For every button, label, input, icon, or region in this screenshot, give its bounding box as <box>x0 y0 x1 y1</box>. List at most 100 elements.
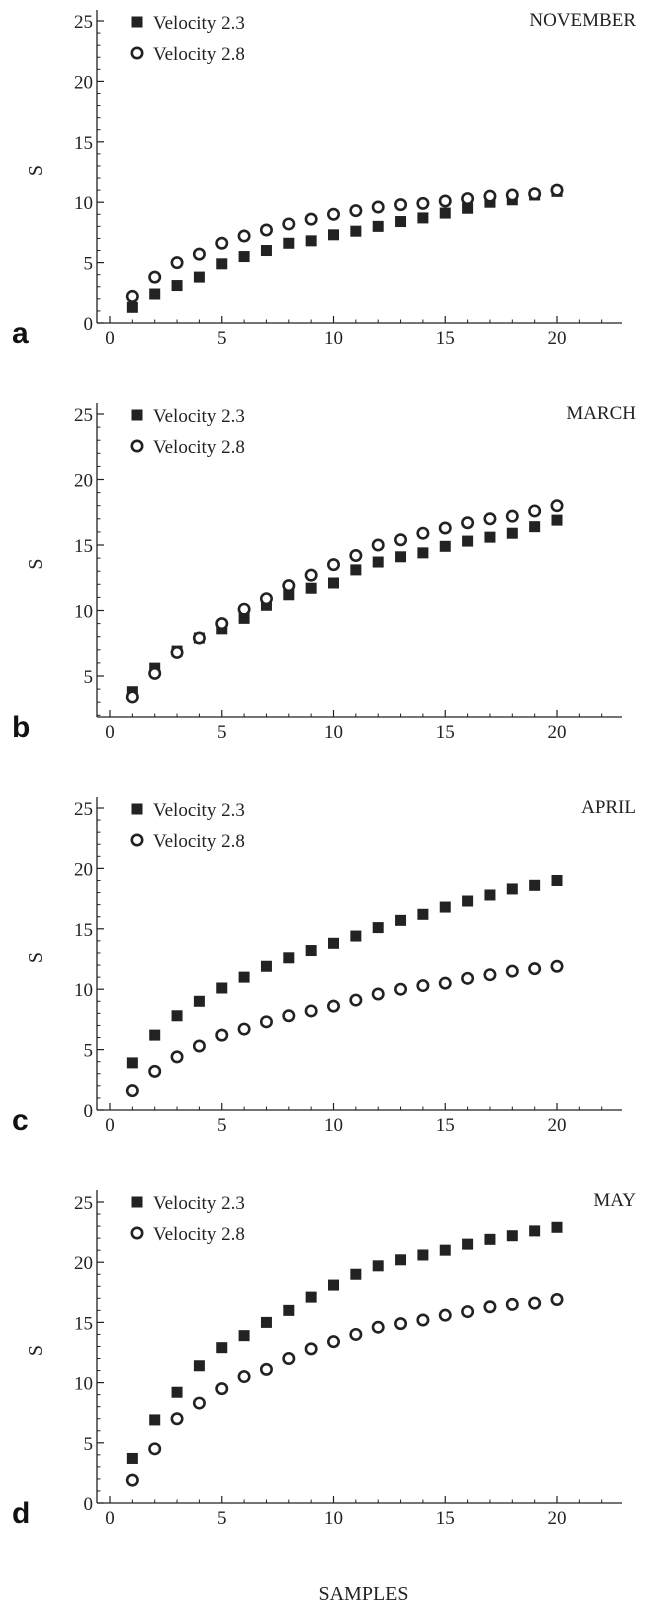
data-point-velocity-2-3 <box>462 535 474 547</box>
data-point-velocity-2-8 <box>438 976 452 990</box>
data-point-velocity-2-8 <box>528 187 542 201</box>
data-point-velocity-2-3 <box>171 1010 183 1022</box>
data-point-velocity-2-8 <box>550 959 564 973</box>
data-point-velocity-2-3 <box>350 1268 362 1280</box>
y-axis-label: S <box>25 558 47 569</box>
data-point-velocity-2-8 <box>505 188 519 202</box>
data-point-velocity-2-8 <box>125 1473 139 1487</box>
y-tick-label: 0 <box>84 1494 94 1515</box>
data-point-velocity-2-3 <box>305 1291 317 1303</box>
data-point-velocity-2-3 <box>126 301 138 313</box>
y-axis-label: S <box>25 952 47 963</box>
data-point-velocity-2-8 <box>148 1064 162 1078</box>
data-point-velocity-2-8 <box>192 247 206 261</box>
data-point-velocity-2-3 <box>395 914 407 926</box>
data-point-velocity-2-3 <box>328 577 339 589</box>
data-point-velocity-2-3 <box>439 207 451 219</box>
data-point-velocity-2-3 <box>529 521 541 533</box>
data-point-velocity-2-8 <box>349 1327 363 1341</box>
legend-marker-open-circle <box>130 46 144 60</box>
data-point-velocity-2-3 <box>149 1414 161 1426</box>
data-point-velocity-2-3 <box>193 995 205 1007</box>
y-tick-label: 0 <box>84 1101 94 1122</box>
x-tick-label: 10 <box>324 722 343 743</box>
x-axis-label: SAMPLES <box>318 1583 408 1605</box>
data-point-velocity-2-8 <box>148 270 162 284</box>
data-point-velocity-2-8 <box>528 504 542 518</box>
data-point-velocity-2-3 <box>462 895 474 907</box>
y-axis-label: S <box>25 1345 47 1356</box>
data-point-velocity-2-3 <box>372 922 384 934</box>
x-tick-label: 15 <box>436 328 455 349</box>
data-point-velocity-2-3 <box>216 258 228 270</box>
data-point-velocity-2-8 <box>215 1382 229 1396</box>
data-point-velocity-2-3 <box>506 883 518 895</box>
x-tick-label: 5 <box>217 328 227 349</box>
data-point-velocity-2-3 <box>439 540 451 552</box>
data-point-velocity-2-8 <box>550 499 564 513</box>
x-tick-label: 10 <box>324 1115 343 1136</box>
y-tick-label: 25 <box>74 1193 93 1214</box>
data-point-velocity-2-3 <box>551 874 563 886</box>
legend-marker-open-circle <box>130 439 144 453</box>
data-point-velocity-2-8 <box>528 962 542 976</box>
data-point-velocity-2-8 <box>304 568 318 582</box>
legend-marker-open-circle <box>130 1226 144 1240</box>
data-point-velocity-2-8 <box>170 1050 184 1064</box>
data-point-velocity-2-3 <box>395 216 407 228</box>
data-point-velocity-2-3 <box>328 1279 339 1291</box>
data-point-velocity-2-3 <box>417 1249 429 1261</box>
data-point-velocity-2-8 <box>237 1022 251 1036</box>
x-tick-label: 0 <box>105 722 115 743</box>
data-point-velocity-2-3 <box>529 1225 541 1237</box>
y-tick-label: 10 <box>74 980 93 1001</box>
data-point-velocity-2-8 <box>259 1015 273 1029</box>
data-point-velocity-2-8 <box>461 516 475 530</box>
y-tick-label: 25 <box>74 799 93 820</box>
data-point-velocity-2-8 <box>550 1293 564 1307</box>
legend-marker-filled-square <box>131 803 143 815</box>
data-point-velocity-2-8 <box>371 1320 385 1334</box>
data-point-velocity-2-3 <box>328 937 339 949</box>
x-tick-label: 0 <box>105 328 115 349</box>
data-point-velocity-2-8 <box>394 533 408 547</box>
data-point-velocity-2-8 <box>349 993 363 1007</box>
legend-label: Velocity 2.8 <box>153 44 245 65</box>
data-point-velocity-2-8 <box>259 1362 273 1376</box>
data-point-velocity-2-3 <box>260 245 272 257</box>
data-point-velocity-2-3 <box>216 982 228 994</box>
legend-label: Velocity 2.3 <box>153 800 245 821</box>
data-point-velocity-2-8 <box>304 1004 318 1018</box>
data-point-velocity-2-3 <box>328 229 339 241</box>
panel-a: 0 5 10 15 20 0 5 10 15 20 25 S NOVEMBER a Velocity 2.3… <box>12 10 636 350</box>
legend-marker-filled-square <box>131 16 143 28</box>
data-point-velocity-2-3 <box>551 514 563 526</box>
data-point-velocity-2-3 <box>350 564 362 576</box>
y-tick-label: 10 <box>74 193 93 214</box>
legend-label: Velocity 2.8 <box>153 1224 245 1245</box>
legend-marker-filled-square <box>131 1196 143 1208</box>
data-point-velocity-2-8 <box>237 229 251 243</box>
data-point-velocity-2-8 <box>282 1009 296 1023</box>
data-point-velocity-2-3 <box>439 1244 451 1256</box>
data-point-velocity-2-3 <box>238 612 250 624</box>
data-point-velocity-2-8 <box>282 217 296 231</box>
data-point-velocity-2-8 <box>304 212 318 226</box>
data-point-velocity-2-8 <box>438 194 452 208</box>
y-tick-label: 20 <box>74 859 93 880</box>
data-point-velocity-2-8 <box>528 1296 542 1310</box>
data-point-velocity-2-3 <box>126 1057 138 1069</box>
x-tick-label: 15 <box>436 1508 455 1529</box>
panel-b: 0 5 10 15 20 5 10 15 20 25 S MARCH b Velocity 2.3 Velo… <box>12 403 636 744</box>
data-point-velocity-2-8 <box>483 1300 497 1314</box>
data-point-velocity-2-8 <box>461 192 475 206</box>
x-tick-label: 20 <box>548 328 567 349</box>
data-point-velocity-2-3 <box>350 930 362 942</box>
x-tick-label: 0 <box>105 1115 115 1136</box>
data-point-velocity-2-3 <box>417 908 429 920</box>
y-tick-label: 5 <box>84 667 94 688</box>
data-point-velocity-2-8 <box>416 526 430 540</box>
x-tick-label: 20 <box>548 722 567 743</box>
y-tick-label: 25 <box>74 12 93 33</box>
data-point-velocity-2-8 <box>192 631 206 645</box>
